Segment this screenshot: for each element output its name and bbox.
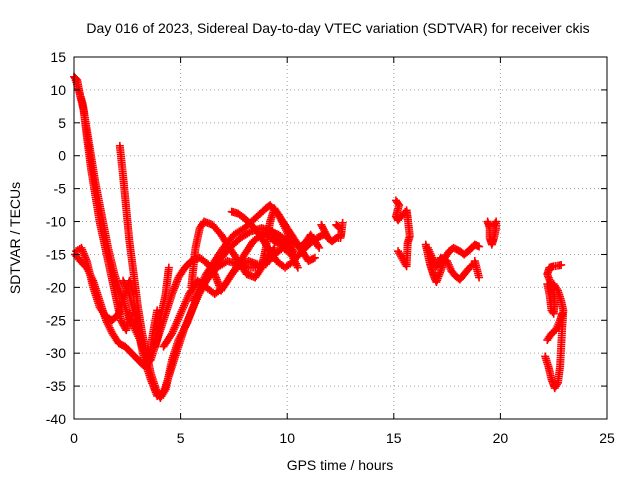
data-point <box>293 263 302 272</box>
y-tick-label: -35 <box>46 378 66 394</box>
data-point <box>330 235 339 244</box>
y-tick-label: -30 <box>46 345 66 361</box>
data-point <box>160 387 169 396</box>
data-point <box>475 242 484 251</box>
data-point <box>490 220 499 229</box>
x-tick-label: 10 <box>279 430 295 446</box>
y-tick-label: -25 <box>46 312 66 328</box>
chart-title: Day 016 of 2023, Sidereal Day-to-day VTE… <box>86 20 589 36</box>
y-tick-label: -5 <box>54 181 67 197</box>
data-point <box>315 243 324 252</box>
x-axis-label: GPS time / hours <box>287 457 394 473</box>
data-point <box>335 224 344 233</box>
data-point <box>491 219 500 228</box>
data-points <box>70 72 568 402</box>
data-point <box>309 254 318 263</box>
data-point <box>338 218 347 227</box>
y-axis-label: SDTVAR / TECUs <box>7 182 23 294</box>
y-tick-label: -20 <box>46 279 66 295</box>
y-tick-label: 15 <box>50 49 66 65</box>
x-tick-label: 15 <box>386 430 402 446</box>
y-tick-label: -40 <box>46 411 66 427</box>
data-point <box>334 223 343 232</box>
axis-ticks: 0 5 10 15 20 25 -40 -35 -30 -25 -20 -15 -10 -5 0 5 10 15 <box>46 49 615 446</box>
plot-frame <box>73 56 608 420</box>
data-point <box>182 321 191 330</box>
data-point <box>164 263 173 272</box>
data-point <box>256 265 265 274</box>
x-tick-label: 0 <box>70 430 78 446</box>
data-point <box>245 228 254 237</box>
y-tick-label: 0 <box>58 148 66 164</box>
data-point <box>558 309 567 318</box>
x-tick-label: 25 <box>599 430 615 446</box>
y-tick-label: 5 <box>58 115 66 131</box>
y-tick-label: 10 <box>50 82 66 98</box>
data-point <box>475 273 484 282</box>
y-tick-label: -10 <box>46 214 66 230</box>
data-point <box>557 260 566 269</box>
x-tick-label: 5 <box>177 430 185 446</box>
data-point <box>552 380 561 389</box>
x-tick-label: 20 <box>493 430 509 446</box>
data-point <box>314 242 323 251</box>
data-point <box>310 253 319 262</box>
data-point <box>153 306 162 315</box>
data-point <box>394 247 403 256</box>
y-tick-label: -15 <box>46 246 66 262</box>
